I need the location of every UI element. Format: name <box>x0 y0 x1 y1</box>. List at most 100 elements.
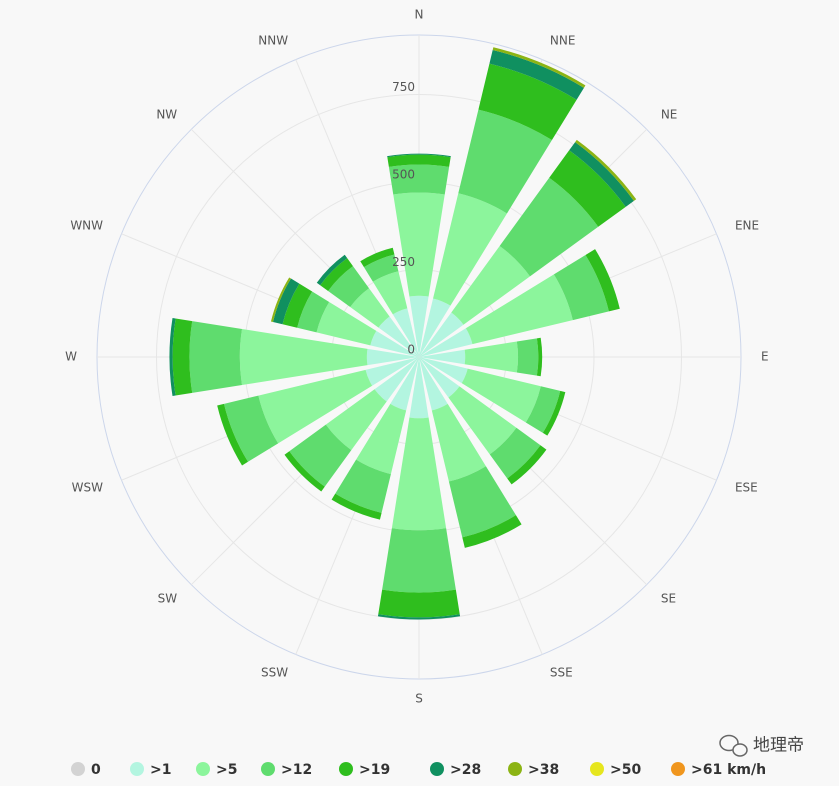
legend-label: >5 <box>216 762 237 778</box>
watermark-text: 地理帝 <box>753 735 804 754</box>
bar-segment <box>516 338 539 376</box>
legend-item: >1 <box>130 762 171 778</box>
bar-segment <box>585 249 620 312</box>
bar-segment <box>365 357 419 386</box>
bar-segment <box>239 328 368 386</box>
bar-segment <box>258 369 373 444</box>
y-tick-label: 0 <box>407 343 415 357</box>
bar-segment <box>382 528 456 593</box>
bar-segment <box>270 277 291 322</box>
bar-segment <box>297 291 330 333</box>
bar-segment <box>282 283 313 328</box>
legend-label: >38 <box>528 762 559 778</box>
direction-label: SW <box>158 591 178 605</box>
watermark-icon <box>732 743 748 757</box>
y-tick-label: 750 <box>392 80 415 94</box>
legend-marker <box>590 762 604 776</box>
legend-marker <box>671 762 685 776</box>
legend-label: >28 <box>450 762 481 778</box>
bar-segment <box>575 139 637 201</box>
legend-item: 0 <box>71 762 101 778</box>
bar-segment <box>419 298 451 357</box>
legend-label: >19 <box>359 762 390 778</box>
bar-segment <box>458 109 552 214</box>
bar-segment <box>316 301 377 346</box>
bar-segment <box>464 341 519 373</box>
direction-label: NE <box>661 108 678 122</box>
direction-label: ESE <box>735 480 758 494</box>
bar-segment <box>448 466 516 538</box>
legend-item: >19 <box>339 762 390 778</box>
y-tick-label: 250 <box>392 255 415 269</box>
legend-marker <box>130 762 144 776</box>
legend-label: 0 <box>91 762 101 778</box>
bar-segment <box>507 445 547 485</box>
direction-label: E <box>761 350 769 364</box>
bar-segment <box>419 312 464 357</box>
bar-segment <box>169 317 176 397</box>
bar-segment <box>462 515 522 548</box>
legend-item: >5 <box>196 762 237 778</box>
bar-segment <box>366 348 419 366</box>
bar-segment <box>461 368 541 423</box>
legend-item: >28 <box>430 762 481 778</box>
bar-segment <box>391 417 447 531</box>
y-tick-label: 500 <box>392 168 415 182</box>
legend-label: >50 <box>610 762 641 778</box>
bar-segment <box>419 349 466 365</box>
bar-segment <box>451 246 530 325</box>
bar-segment <box>328 266 370 308</box>
bar-segment <box>223 395 279 462</box>
bar-segment <box>525 386 561 433</box>
legend-marker <box>339 762 353 776</box>
bar-segment <box>465 274 573 345</box>
bar-segment <box>390 357 419 411</box>
bar-segment <box>489 427 541 479</box>
legend-item: >50 <box>590 762 641 778</box>
bar-segment <box>172 318 193 396</box>
watermark-icon <box>719 734 739 752</box>
bar-segment <box>378 316 419 357</box>
bar-segment <box>569 142 634 207</box>
bar-segment <box>492 47 586 88</box>
bar-segment <box>372 271 408 315</box>
bar-segment <box>419 328 473 357</box>
bar-segment <box>553 254 609 321</box>
bar-segment <box>419 357 460 398</box>
bar-segment <box>189 321 243 393</box>
direction-label: SE <box>661 591 676 605</box>
legend-marker <box>430 762 444 776</box>
bar-segment <box>272 278 300 325</box>
bar-segment <box>335 459 391 513</box>
legend-item: >38 <box>508 762 559 778</box>
bar-segment <box>217 403 249 466</box>
bar-segment <box>549 150 626 227</box>
direction-label: SSE <box>550 665 573 679</box>
bar-segment <box>316 254 348 286</box>
bar-segment <box>478 63 577 141</box>
bar-segment <box>448 386 517 455</box>
direction-label: N <box>415 8 424 22</box>
bar-segment <box>325 389 387 451</box>
direction-label: NW <box>156 108 177 122</box>
legend-marker <box>508 762 522 776</box>
legend-label: >1 <box>150 762 171 778</box>
bar-segment <box>499 177 599 277</box>
bar-segment <box>284 451 325 492</box>
bar-segment <box>542 390 566 436</box>
bar-segment <box>419 357 468 384</box>
direction-label: ENE <box>735 219 759 233</box>
bar-segment <box>388 164 450 195</box>
legend-marker <box>71 762 85 776</box>
direction-label: S <box>415 692 423 706</box>
bar-segment <box>409 295 429 357</box>
direction-label: NNE <box>550 34 576 48</box>
bar-segment <box>363 254 399 282</box>
legend-item: >12 <box>261 762 312 778</box>
bar-segment <box>433 193 507 306</box>
legend-marker <box>196 762 210 776</box>
bar-segment <box>419 357 448 411</box>
bar-segment <box>320 258 353 291</box>
bar-segment <box>377 614 461 620</box>
